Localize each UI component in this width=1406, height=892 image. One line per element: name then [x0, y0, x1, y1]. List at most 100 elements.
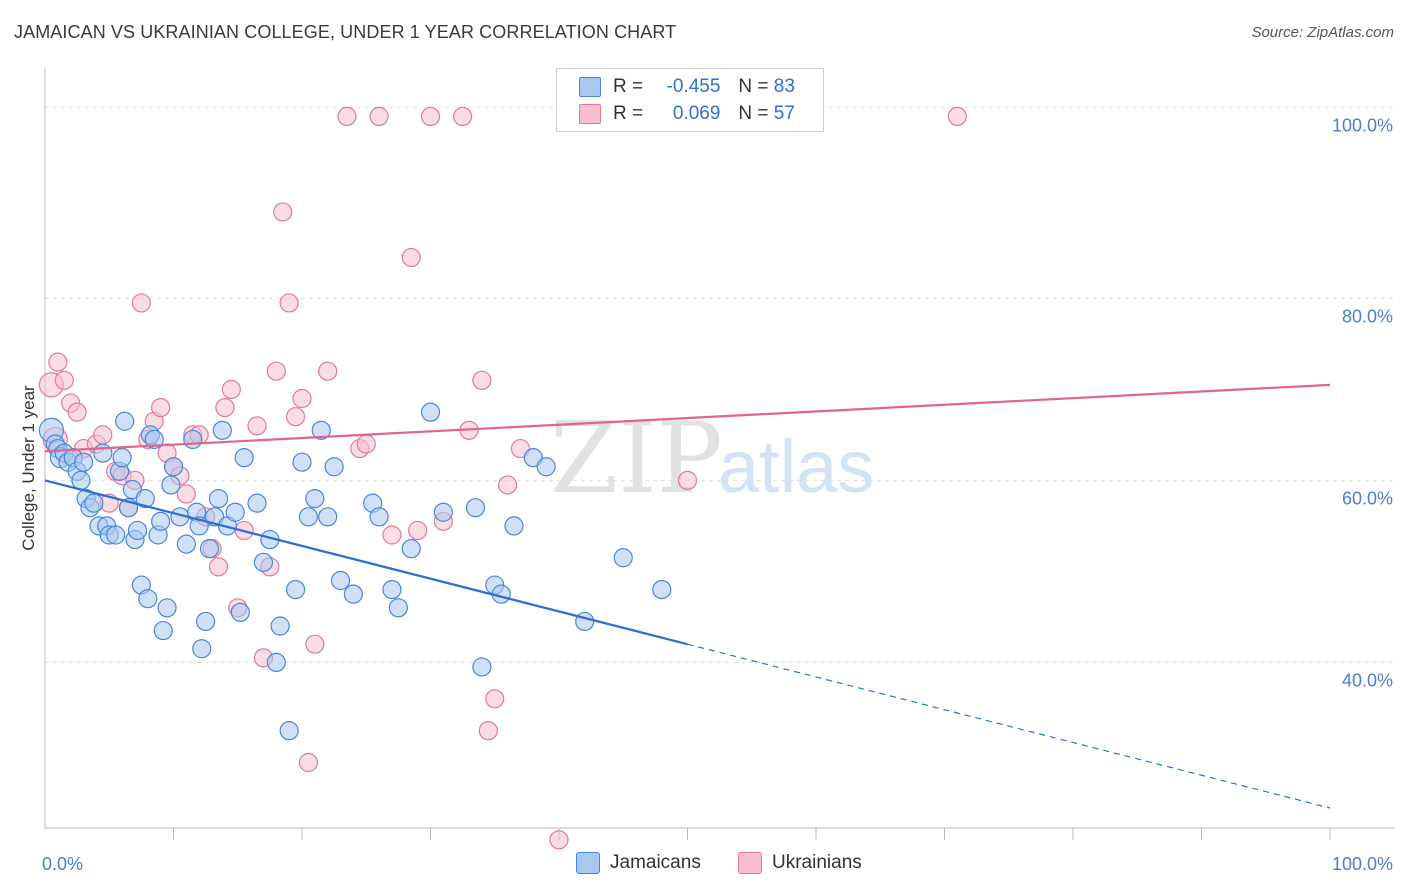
jamaicans-point [318, 507, 338, 527]
stats-legend: R = -0.455 N = 83 R = 0.069 N = 57 [556, 68, 824, 132]
watermark-zip: ZIP [550, 402, 723, 516]
jamaicans-point [112, 448, 132, 468]
jamaicans-point [144, 429, 164, 450]
jamaicans-point [652, 579, 672, 600]
ukrainians-point [677, 470, 698, 490]
ukrainians-point [176, 484, 196, 504]
jamaicans-point [199, 539, 220, 559]
ukrainians-point [48, 352, 68, 372]
ukrainians-point [285, 407, 306, 427]
ukrainians-point [549, 830, 569, 850]
legend-r-value: 0.069 [672, 103, 721, 124]
jamaicans-point [84, 493, 104, 513]
jamaicans-point [93, 443, 113, 463]
ukrainians-point [279, 293, 299, 313]
jamaicans-point [192, 639, 212, 659]
jamaicans-point [292, 452, 312, 472]
jamaicans-point [401, 539, 421, 559]
jamaicans-point [420, 402, 441, 422]
legend-r-value: -0.455 [666, 76, 721, 97]
legend-row-ukrainians: R = 0.069 N = 57 [579, 101, 795, 127]
ukrainians-point [247, 416, 267, 436]
jamaicans-point [115, 411, 135, 431]
legend-n-value: 57 [773, 103, 795, 124]
ukrainians-point [67, 402, 87, 422]
jamaicans-point [298, 507, 319, 527]
ukrainians-point [151, 398, 171, 418]
ukrainians-point [408, 520, 428, 541]
legend-n-label: N = [738, 103, 769, 124]
legend-swatch-blue [579, 77, 601, 97]
legend-n-label: N = [738, 76, 769, 97]
jamaicans-points [38, 402, 672, 741]
jamaicans-point [212, 420, 232, 440]
ukrainians-point [215, 398, 235, 418]
jamaicans-point [343, 584, 363, 604]
ukrainians-point [420, 106, 441, 127]
jamaicans-point [613, 548, 633, 568]
legend-item-ukrainians: Ukrainians [738, 852, 862, 874]
jamaicans-trend-extension [687, 643, 1331, 809]
jamaicans-point [127, 520, 148, 541]
jamaicans-point [472, 657, 492, 677]
jamaicans-point [135, 489, 155, 509]
legend-item-jamaicans: Jamaicans [576, 852, 701, 874]
jamaicans-trend-line [44, 479, 688, 646]
jamaicans-point [183, 429, 203, 450]
ukrainians-point [208, 557, 229, 577]
watermark-atlas: atlas [718, 425, 874, 508]
ukrainians-point [498, 475, 518, 495]
ukrainians-point [369, 106, 389, 127]
ukrainians-point [131, 293, 151, 313]
jamaicans-point [388, 598, 408, 618]
ukrainians-point [485, 689, 505, 709]
legend-swatch-ukrainians [738, 852, 762, 874]
jamaicans-point [382, 579, 402, 600]
x-tick-label-min: 0.0% [42, 854, 83, 874]
jamaicans-point [234, 448, 254, 468]
ukrainians-point [356, 434, 376, 454]
ukrainians-point [453, 106, 473, 127]
ukrainians-point [54, 370, 74, 390]
jamaicans-point [163, 457, 184, 477]
y-axis-label: College, Under 1 year [19, 385, 38, 551]
jamaicans-point [311, 420, 331, 440]
jamaicans-point [285, 579, 306, 600]
y-tick-label: 80.0% [1342, 306, 1393, 326]
ukrainians-point [401, 247, 421, 268]
ukrainians-point [947, 106, 967, 127]
legend-r-label: R = [613, 103, 644, 124]
jamaicans-point [465, 498, 486, 518]
axes [44, 68, 1395, 840]
jamaicans-point [153, 620, 173, 641]
jamaicans-point [575, 611, 595, 632]
tick-labels: 40.0% 60.0% 80.0% 100.0% 0.0% 100.0% [42, 115, 1393, 874]
ukrainians-trend-line [44, 383, 1331, 453]
legend-n-value: 83 [773, 76, 795, 97]
jamaicans-point [73, 452, 94, 472]
source-label: Source: ZipAtlas.com [1251, 24, 1394, 41]
jamaicans-point [266, 652, 286, 673]
ukrainians-point [273, 202, 293, 222]
ukrainians-point [292, 388, 312, 409]
ukrainians-point [221, 379, 241, 399]
ukrainians-point [478, 721, 498, 741]
y-tick-label: 40.0% [1342, 670, 1393, 690]
jamaicans-point [208, 489, 229, 509]
legend-r-label: R = [613, 76, 644, 97]
jamaicans-point [138, 589, 158, 609]
x-tick-label-max: 100.0% [1332, 854, 1393, 874]
jamaicans-point [71, 470, 91, 490]
jamaicans-point [196, 611, 216, 632]
jamaicans-point [279, 721, 299, 741]
chart-title: JAMAICAN VS UKRAINIAN COLLEGE, UNDER 1 Y… [14, 22, 677, 42]
ukrainians-point [472, 370, 492, 390]
jamaicans-point [433, 502, 453, 522]
jamaicans-point [230, 602, 250, 622]
ukrainians-point [337, 106, 357, 127]
jamaicans-point [161, 475, 181, 495]
y-tick-label: 60.0% [1342, 488, 1393, 508]
legend-swatch-jamaicans [576, 852, 600, 874]
jamaicans-point [369, 507, 389, 527]
